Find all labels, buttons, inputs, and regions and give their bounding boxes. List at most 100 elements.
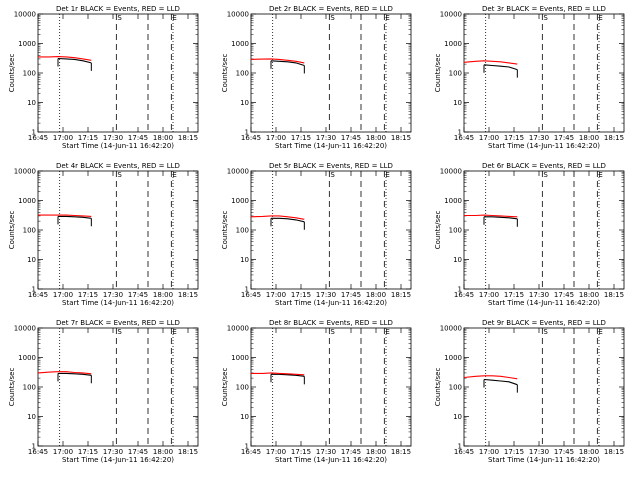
y-tick-label: 10000 bbox=[14, 11, 36, 19]
lld-series-line bbox=[250, 215, 305, 220]
x-axis-label: Start Time (14-Jun-11 16:42:20) bbox=[62, 456, 174, 464]
x-tick-label: 18:15 bbox=[178, 448, 198, 456]
x-tick-label: 17:30 bbox=[103, 134, 123, 142]
events-series-line bbox=[58, 215, 92, 219]
chart-panel: Det 9r BLACK = Events, RED = LLD 1 10 100 10… bbox=[434, 319, 625, 464]
x-tick-label: 17:30 bbox=[316, 134, 336, 142]
marker-label: S bbox=[543, 14, 548, 22]
chart-panel: Det 4r BLACK = Events, RED = LLD 1 10 100 10… bbox=[8, 162, 199, 307]
x-tick-label: 17:15 bbox=[504, 291, 524, 299]
marker-label: S bbox=[117, 14, 122, 22]
x-tick-label: 17:45 bbox=[128, 291, 148, 299]
events-series-line bbox=[484, 216, 518, 220]
chart-panel: Det 2r BLACK = Events, RED = LLD 1 10 100 10… bbox=[221, 5, 412, 150]
events-series-line bbox=[57, 57, 92, 64]
lld-series-line bbox=[38, 214, 92, 217]
x-tick-label: 16:45 bbox=[28, 291, 48, 299]
y-tick-label: 1 bbox=[245, 129, 249, 137]
y-tick-label: 100 bbox=[236, 70, 249, 78]
x-tick-label: 17:15 bbox=[78, 448, 98, 456]
y-axis-label: Counts/sec bbox=[221, 368, 229, 407]
events-series-line bbox=[58, 372, 92, 376]
x-tick-label: 17:00 bbox=[479, 291, 499, 299]
chart-title: Det 2r BLACK = Events, RED = LLD bbox=[269, 5, 393, 13]
chart-title: Det 3r BLACK = Events, RED = LLD bbox=[482, 5, 606, 13]
y-tick-label: 10 bbox=[453, 256, 462, 264]
x-tick-label: 17:15 bbox=[291, 291, 311, 299]
chart-title: Det 9r BLACK = Events, RED = LLD bbox=[482, 319, 606, 327]
x-tick-label: 18:00 bbox=[579, 134, 599, 142]
marker-label: S bbox=[330, 14, 335, 22]
plot-frame bbox=[463, 170, 625, 290]
events-series-line bbox=[270, 60, 305, 67]
x-axis-label: Start Time (14-Jun-11 16:42:20) bbox=[62, 299, 174, 307]
marker-label: E bbox=[385, 171, 389, 179]
x-axis-label: Start Time (14-Jun-11 16:42:20) bbox=[275, 299, 387, 307]
y-axis-label: Counts/sec bbox=[8, 368, 16, 407]
x-tick-label: 17:15 bbox=[291, 448, 311, 456]
y-tick-label: 10 bbox=[27, 413, 36, 421]
y-tick-label: 1000 bbox=[18, 354, 36, 362]
chart-title: Det 5r BLACK = Events, RED = LLD bbox=[269, 162, 393, 170]
x-tick-label: 16:45 bbox=[454, 448, 474, 456]
chart-panel: Det 7r BLACK = Events, RED = LLD 1 10 100 10… bbox=[8, 319, 199, 464]
events-series-line bbox=[271, 373, 305, 377]
chart-title: Det 7r BLACK = Events, RED = LLD bbox=[56, 319, 180, 327]
y-tick-label: 1 bbox=[245, 443, 249, 451]
y-tick-label: 100 bbox=[236, 384, 249, 392]
y-tick-label: 10000 bbox=[227, 325, 249, 333]
x-tick-label: 17:15 bbox=[78, 134, 98, 142]
x-tick-label: 18:15 bbox=[178, 134, 198, 142]
x-axis-label: Start Time (14-Jun-11 16:42:20) bbox=[488, 299, 600, 307]
marker-label: E bbox=[598, 14, 602, 22]
marker-label: S bbox=[543, 328, 548, 336]
x-tick-label: 16:45 bbox=[28, 134, 48, 142]
y-tick-label: 1 bbox=[32, 286, 36, 294]
y-tick-label: 10000 bbox=[14, 325, 36, 333]
marker-label: E bbox=[598, 171, 602, 179]
x-axis-label: Start Time (14-Jun-11 16:42:20) bbox=[488, 142, 600, 150]
x-tick-label: 17:30 bbox=[529, 134, 549, 142]
y-tick-label: 10 bbox=[240, 99, 249, 107]
x-tick-label: 18:00 bbox=[153, 291, 173, 299]
x-tick-label: 17:45 bbox=[554, 134, 574, 142]
x-tick-label: 16:45 bbox=[454, 291, 474, 299]
y-tick-label: 10 bbox=[453, 413, 462, 421]
y-tick-label: 100 bbox=[236, 227, 249, 235]
chart-panel: Det 8r BLACK = Events, RED = LLD 1 10 100 10… bbox=[221, 319, 412, 464]
x-tick-label: 17:00 bbox=[266, 134, 286, 142]
marker-label: E bbox=[385, 14, 389, 22]
x-axis-label: Start Time (14-Jun-11 16:42:20) bbox=[62, 142, 174, 150]
y-axis-label: Counts/sec bbox=[8, 211, 16, 250]
y-tick-label: 1 bbox=[458, 129, 462, 137]
y-axis-label: Counts/sec bbox=[434, 368, 442, 407]
x-tick-label: 17:30 bbox=[316, 448, 336, 456]
y-tick-label: 1000 bbox=[231, 40, 249, 48]
lld-series-line bbox=[464, 214, 518, 218]
y-axis-label: Counts/sec bbox=[434, 211, 442, 250]
x-tick-label: 17:15 bbox=[291, 134, 311, 142]
x-tick-label: 16:45 bbox=[28, 448, 48, 456]
plot-frame bbox=[250, 170, 412, 290]
x-axis-label: Start Time (14-Jun-11 16:42:20) bbox=[275, 456, 387, 464]
x-tick-label: 18:00 bbox=[579, 291, 599, 299]
x-tick-label: 18:15 bbox=[604, 134, 624, 142]
y-tick-label: 100 bbox=[23, 227, 36, 235]
y-tick-label: 1000 bbox=[18, 40, 36, 48]
y-tick-label: 1000 bbox=[444, 354, 462, 362]
y-axis-label: Counts/sec bbox=[221, 54, 229, 93]
y-tick-label: 1000 bbox=[18, 197, 36, 205]
y-tick-label: 1 bbox=[458, 443, 462, 451]
x-axis-label: Start Time (14-Jun-11 16:42:20) bbox=[275, 142, 387, 150]
x-tick-label: 18:15 bbox=[391, 448, 411, 456]
y-tick-label: 1000 bbox=[231, 197, 249, 205]
x-tick-label: 17:00 bbox=[53, 291, 73, 299]
x-axis-label: Start Time (14-Jun-11 16:42:20) bbox=[488, 456, 600, 464]
y-tick-label: 100 bbox=[449, 227, 462, 235]
x-tick-label: 16:45 bbox=[241, 448, 261, 456]
y-axis-label: Counts/sec bbox=[434, 54, 442, 93]
x-tick-label: 17:45 bbox=[341, 448, 361, 456]
x-tick-label: 16:45 bbox=[241, 134, 261, 142]
x-tick-label: 17:45 bbox=[341, 291, 361, 299]
y-tick-label: 100 bbox=[449, 70, 462, 78]
